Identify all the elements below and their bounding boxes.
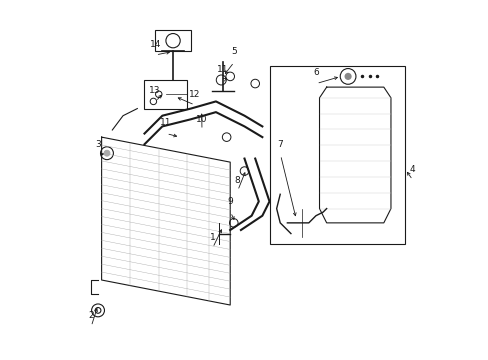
Circle shape: [104, 150, 110, 156]
Text: 2: 2: [88, 311, 94, 320]
Text: 7: 7: [277, 140, 283, 149]
Text: 11: 11: [217, 65, 228, 74]
Bar: [144, 80, 187, 109]
Text: 13: 13: [149, 86, 161, 95]
Circle shape: [344, 73, 351, 80]
Text: 14: 14: [149, 40, 161, 49]
Text: 8: 8: [234, 176, 240, 185]
Text: 4: 4: [409, 165, 414, 174]
Bar: [269, 66, 405, 244]
Text: 12: 12: [188, 90, 200, 99]
Text: 10: 10: [196, 115, 207, 124]
Text: 3: 3: [95, 140, 101, 149]
Text: 11: 11: [160, 118, 171, 127]
Bar: [155, 30, 190, 51]
Text: 9: 9: [227, 197, 233, 206]
Text: 5: 5: [230, 47, 236, 56]
Text: 6: 6: [312, 68, 318, 77]
Text: 1: 1: [209, 233, 215, 242]
